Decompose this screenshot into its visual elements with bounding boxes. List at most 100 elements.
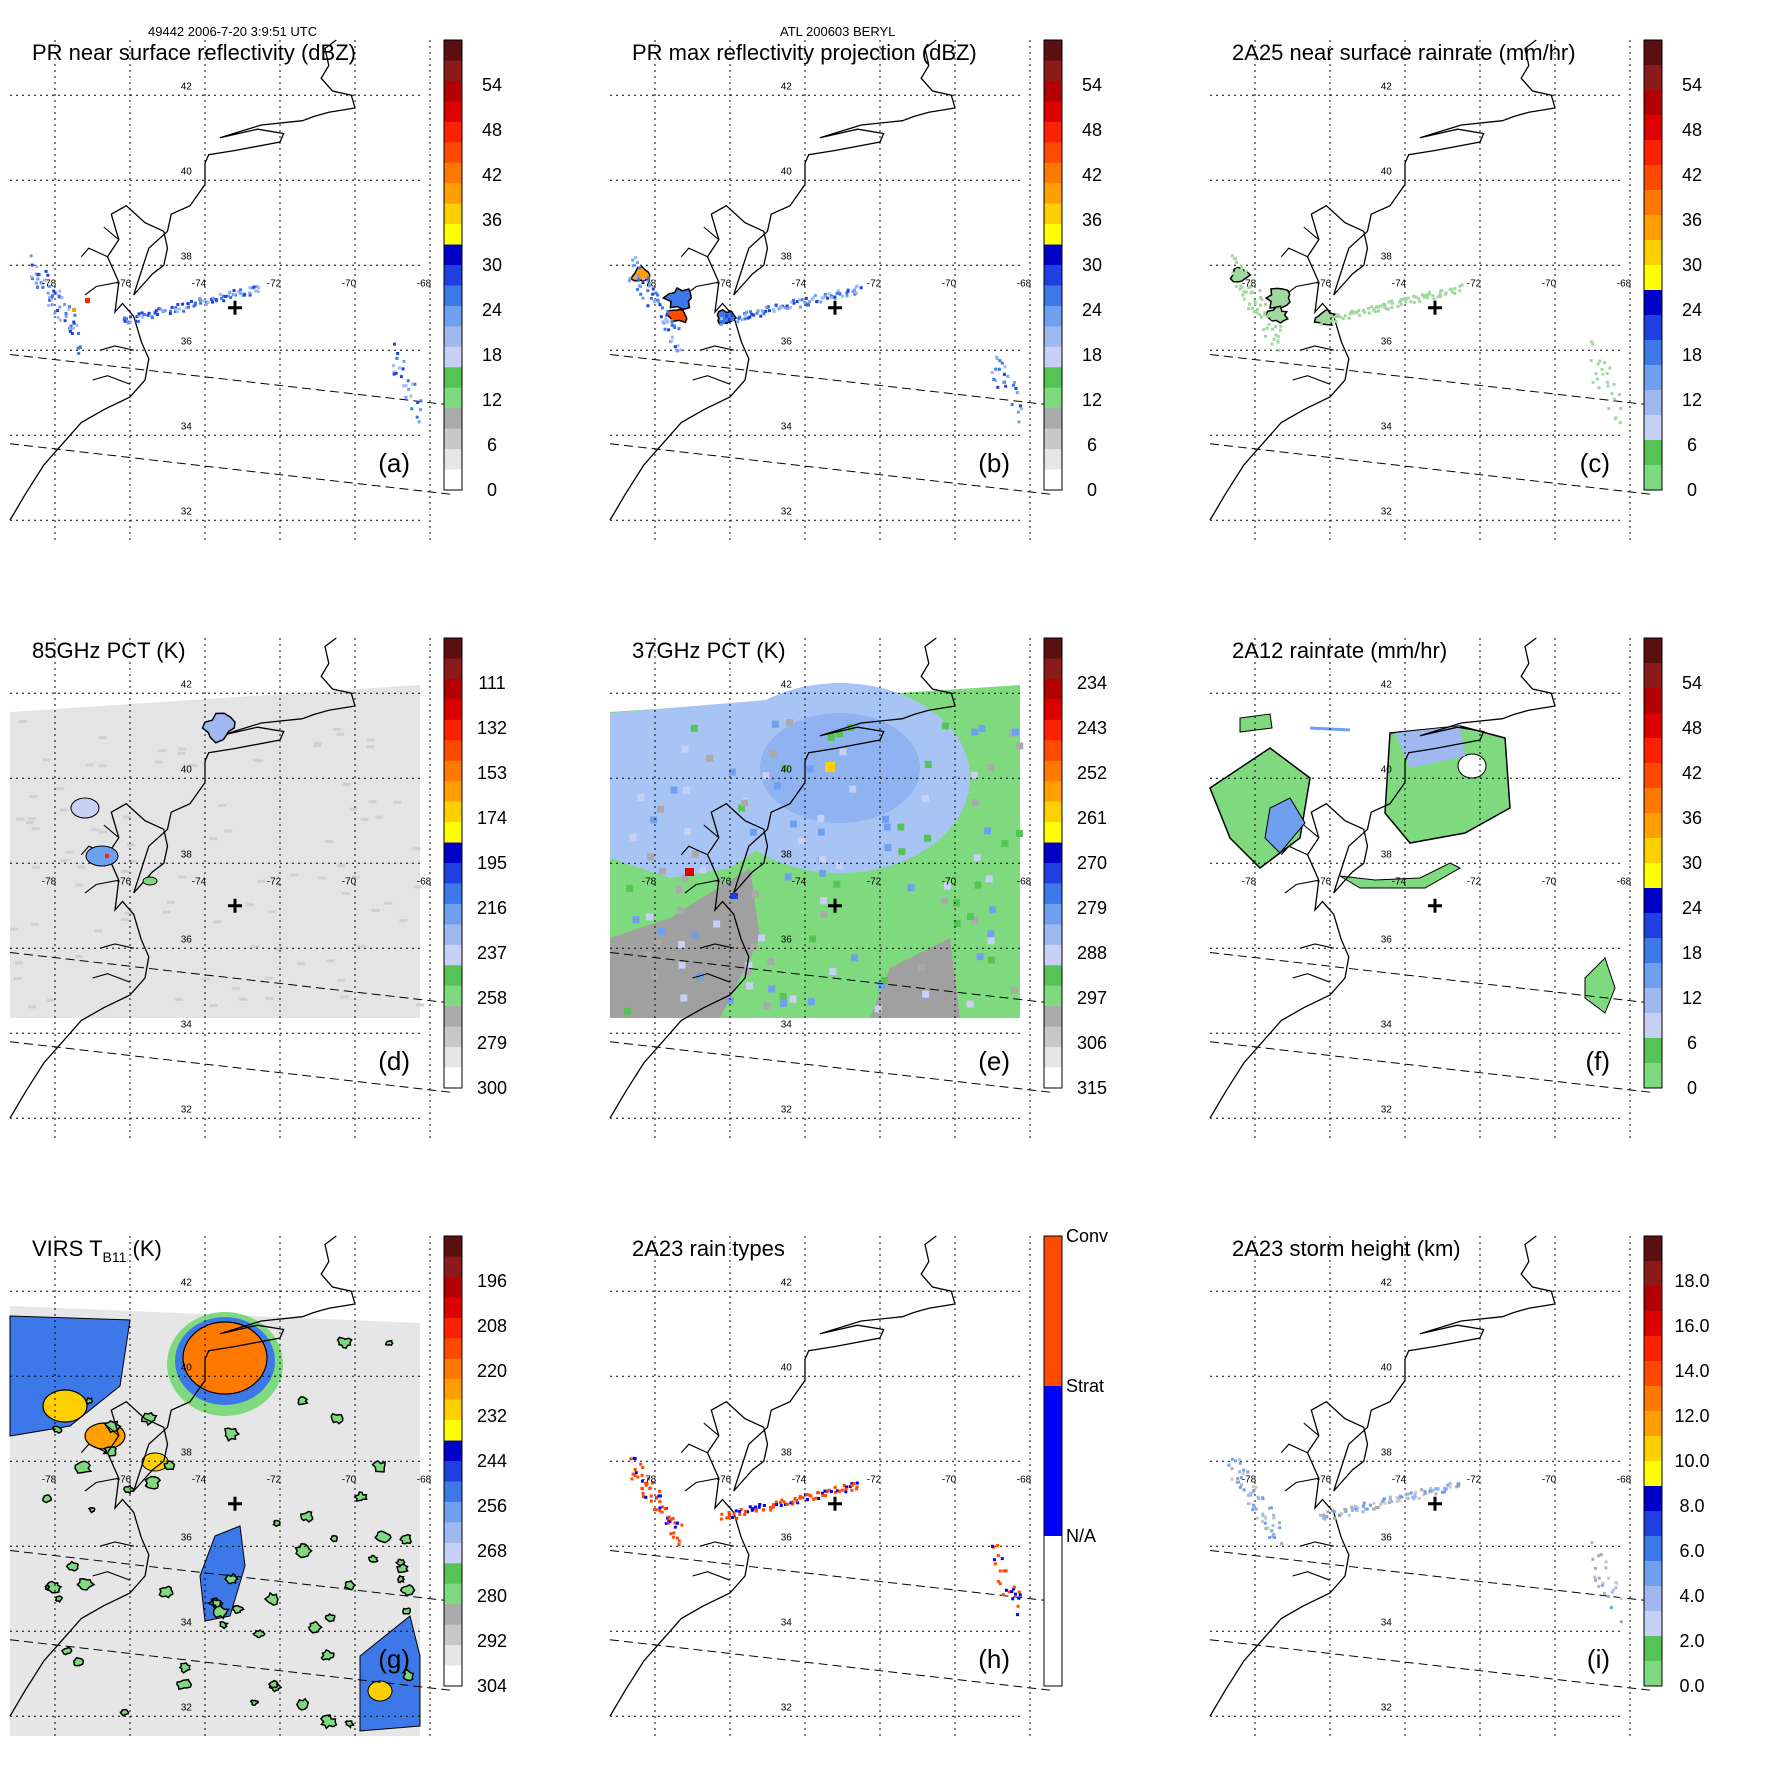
precip-pixel [163, 309, 167, 313]
swath-edge-south [9, 1639, 456, 1692]
pixel-texture [670, 786, 678, 794]
colorbar-label: 268 [477, 1541, 507, 1561]
precip-pixel [852, 288, 856, 292]
precip-pixel [994, 355, 998, 359]
pixel-texture [884, 844, 892, 852]
colorbar-segment [1644, 65, 1662, 91]
precip-pixel [1337, 315, 1341, 319]
panel-title: 37GHz PCT (K) [632, 638, 786, 663]
precip-pixel [1388, 1497, 1392, 1501]
precip-pixel [663, 327, 667, 331]
precip-pixel [754, 1509, 758, 1513]
colorbar-segment [444, 142, 462, 164]
precip-pixel [1598, 359, 1602, 363]
longitude-tick-label: -70 [1542, 1474, 1557, 1485]
precip-pixel [1595, 377, 1599, 381]
precip-pixel [1453, 291, 1457, 295]
longitude-tick-label: -70 [1542, 278, 1557, 289]
pixel-texture [1015, 830, 1023, 838]
precip-pixel [785, 1502, 789, 1506]
precip-pixel [1230, 254, 1234, 258]
precip-pixel [793, 1497, 797, 1501]
colorbar-segment [444, 60, 462, 82]
precip-pixel [762, 312, 766, 316]
precip-pixel [256, 290, 260, 294]
brightness-texture [91, 828, 100, 832]
latitude-tick-label: 40 [781, 166, 793, 177]
brightness-texture [56, 787, 65, 791]
precip-pixel [1271, 317, 1275, 321]
precip-pixel [760, 309, 764, 313]
colorbar-segment [1644, 888, 1662, 914]
colorbar-label: 42 [1682, 763, 1702, 783]
precip-pixel [660, 1510, 664, 1514]
pixel-texture [681, 745, 689, 753]
precip-pixel [854, 291, 858, 295]
precip-pixel [727, 1515, 731, 1519]
precip-pixel [1250, 306, 1254, 310]
swath-edge-north [609, 354, 1056, 406]
precip-pixel [1382, 1497, 1386, 1501]
latitude-tick-label: 34 [1381, 1019, 1393, 1030]
colorbar-label: 12.0 [1674, 1406, 1709, 1426]
precip-pixel [762, 1503, 766, 1507]
precip-pixel [641, 1466, 645, 1470]
panel-letter: (d) [378, 1046, 410, 1076]
precip-pixel [1252, 1484, 1256, 1488]
precip-pixel [64, 314, 68, 318]
estuary-line [1284, 281, 1319, 296]
storm-center-marker [1428, 898, 1442, 913]
precip-pixel [1619, 407, 1623, 411]
warm-region-land [610, 868, 760, 1018]
precip-pixel [1007, 1590, 1011, 1594]
precip-pixel [56, 316, 60, 320]
precip-pixel [845, 291, 849, 295]
precip-pixel [1247, 307, 1251, 311]
precip-pixel [1334, 315, 1338, 319]
precip-pixel [186, 302, 190, 306]
precip-pixel [68, 327, 72, 331]
precip-pixel [812, 1497, 816, 1501]
precip-pixel [43, 278, 47, 282]
precip-pixel [1375, 305, 1379, 309]
pixel-texture [1010, 987, 1018, 995]
precip-pixel [219, 296, 223, 300]
precip-pixel [1593, 1566, 1597, 1570]
cloud-fragment [72, 1656, 85, 1667]
longitude-tick-label: -68 [1017, 1474, 1032, 1485]
precip-pixel [1000, 361, 1004, 365]
precip-pixel [52, 289, 56, 293]
precip-pixel [634, 275, 638, 279]
precip-pixel [795, 1499, 799, 1503]
precip-pixel [730, 314, 734, 318]
brightness-texture [157, 749, 166, 753]
precip-pixel [1012, 380, 1016, 384]
precip-pixel [192, 304, 196, 308]
strong-echo-pixel [72, 308, 76, 312]
pixel-texture [762, 772, 770, 780]
precip-pixel [992, 1558, 996, 1562]
brightness-texture [341, 892, 350, 896]
brightness-texture [124, 911, 133, 915]
estuary-line [1299, 943, 1334, 949]
precip-pixel [1017, 1590, 1021, 1594]
colorbar-segment [1044, 101, 1062, 123]
precip-pixel [1251, 1491, 1255, 1495]
colorbar-segment [444, 781, 462, 803]
precip-pixel [826, 296, 830, 300]
precip-pixel [137, 314, 141, 318]
precip-pixel [844, 1487, 848, 1491]
estuary-line [684, 1477, 719, 1492]
precip-pixel [808, 300, 812, 304]
precip-pixel [1016, 1604, 1020, 1608]
precip-pixel [1431, 1488, 1435, 1492]
precip-pixel [1591, 1557, 1595, 1561]
brightness-texture [19, 719, 28, 723]
precip-pixel [1351, 310, 1355, 314]
latitude-tick-label: 36 [1381, 336, 1393, 347]
colorbar-segment [1644, 1038, 1662, 1064]
pixel-texture [651, 972, 659, 980]
